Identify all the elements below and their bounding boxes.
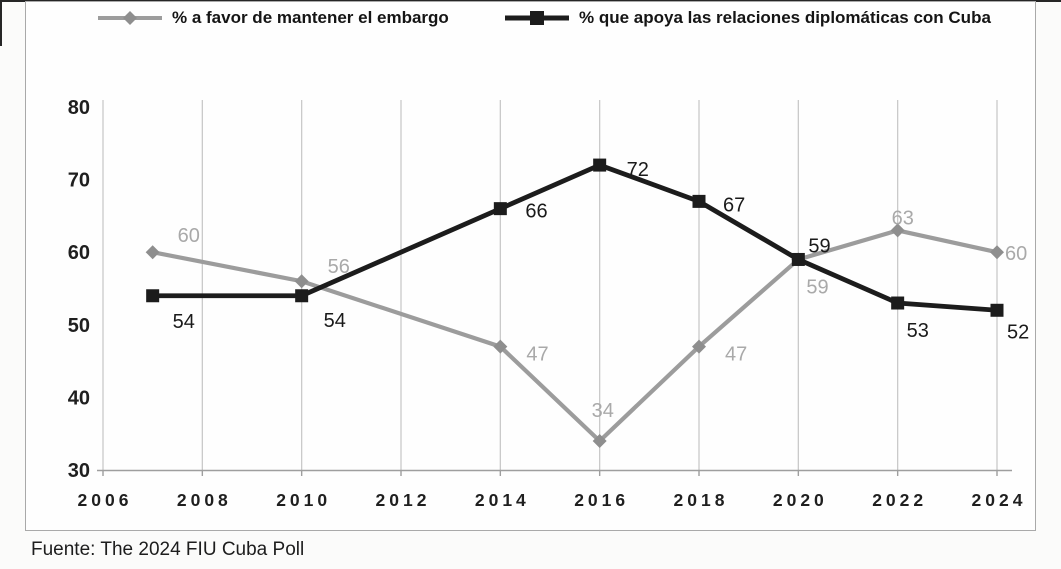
x-tick-label: 2016: [574, 490, 629, 510]
y-tick-label: 40: [68, 387, 90, 409]
marker-square: [146, 289, 160, 303]
data-label-diplomatic: 52: [1007, 321, 1029, 343]
y-tick-label: 50: [68, 315, 90, 337]
chart-plot-area: 30 40 50 60 70 80 2006 2008 2010 2012 2014 2016 2018…: [68, 97, 1030, 510]
marker-square: [791, 252, 805, 266]
marker-diamond: [890, 223, 905, 238]
legend-item-embargo: % a favor de mantener el embargo: [97, 6, 449, 30]
scan-border-left: [0, 0, 2, 46]
y-tick-label: 70: [68, 170, 90, 192]
marker-diamond: [493, 339, 508, 354]
marker-diamond: [592, 433, 607, 448]
legend-line-diamond-icon: [98, 11, 162, 25]
data-label-embargo: 34: [592, 400, 614, 422]
marker-diamond: [145, 245, 160, 260]
legend-line-square-icon: [505, 11, 569, 25]
x-tick-label: 2014: [475, 490, 530, 510]
data-label-diplomatic: 59: [808, 235, 830, 257]
marker-square: [891, 296, 905, 310]
y-tick-label: 80: [68, 97, 90, 119]
marker-square: [692, 194, 706, 208]
x-tick-label: 2018: [674, 490, 729, 510]
legend-label-embargo: % a favor de mantener el embargo: [172, 8, 449, 27]
data-label-diplomatic: 67: [723, 194, 745, 216]
marker-square: [990, 303, 1004, 317]
data-label-diplomatic: 54: [324, 310, 346, 332]
marker-square: [593, 158, 607, 172]
data-label-embargo: 47: [725, 344, 747, 366]
marker-diamond: [294, 274, 309, 289]
legend-label-diplomatic: % que apoya las relaciones diplomáticas …: [579, 8, 991, 27]
data-label-diplomatic: 54: [173, 311, 195, 333]
marker-square: [295, 289, 309, 303]
data-label-embargo: 60: [178, 225, 200, 247]
source-note: Fuente: The 2024 FIU Cuba Poll: [31, 539, 305, 560]
x-tick-label: 2006: [78, 490, 133, 510]
legend-item-diplomatic: % que apoya las relaciones diplomáticas …: [504, 6, 991, 30]
x-tick-label: 2020: [773, 490, 828, 510]
marker-square: [493, 202, 507, 216]
x-tick-label: 2012: [376, 490, 431, 510]
y-tick-label: 60: [68, 242, 90, 264]
x-tick-label: 2008: [177, 490, 232, 510]
data-label-diplomatic: 72: [627, 159, 649, 181]
data-label-diplomatic: 66: [525, 201, 547, 223]
x-tick-label: 2010: [276, 490, 331, 510]
data-label-diplomatic: 53: [907, 320, 929, 342]
data-label-embargo: 59: [806, 276, 828, 298]
x-tick-label: 2022: [872, 490, 927, 510]
marker-diamond: [990, 245, 1004, 260]
data-label-embargo: 56: [328, 256, 350, 278]
series-line-embargo: [152, 228, 998, 444]
chart-frame: [25, 1, 1036, 531]
marker-diamond: [692, 339, 706, 354]
data-label-embargo: 47: [526, 344, 548, 366]
y-tick-label: 30: [68, 460, 90, 482]
data-label-embargo: 63: [892, 207, 914, 229]
x-tick-label: 2024: [972, 490, 1027, 510]
series-line-diplomatic: [152, 162, 998, 313]
data-label-embargo: 60: [1005, 243, 1027, 265]
